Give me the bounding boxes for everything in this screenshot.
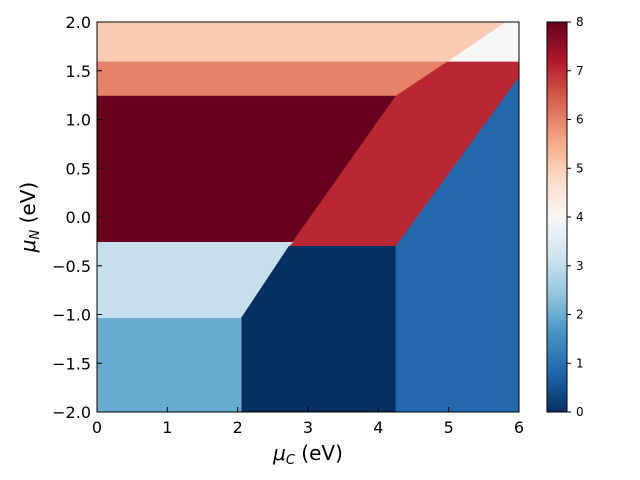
- colorbar-gradient: [547, 22, 567, 412]
- x-tick-label: 5: [444, 418, 454, 437]
- x-axis-label: μC (eV): [272, 441, 343, 468]
- y-tick-label: 0.0: [66, 208, 91, 227]
- region-value-5: [96, 21, 508, 63]
- x-tick-label: 6: [514, 418, 524, 437]
- colorbar-tick-label: 5: [576, 161, 584, 175]
- colorbar-tick-label: 6: [576, 113, 584, 127]
- colorbar-tick-label: 8: [576, 15, 584, 29]
- colorbar-tick-label: 1: [576, 356, 584, 370]
- x-tick-label: 1: [162, 418, 172, 437]
- y-tick-label: 1.0: [66, 111, 91, 130]
- heatmap-regions: [96, 21, 520, 413]
- y-tick-label: 0.5: [66, 159, 91, 178]
- colorbar-tick-label: 0: [576, 405, 584, 419]
- colorbar-tick-label: 3: [576, 259, 584, 273]
- x-tick-label: 4: [373, 418, 383, 437]
- y-tick-label: −0.5: [52, 257, 91, 276]
- region-value-6: [96, 61, 449, 97]
- colorbar-tick-label: 4: [576, 210, 584, 224]
- y-tick-label: −1.0: [52, 306, 91, 325]
- x-tick-label: 0: [92, 418, 102, 437]
- y-tick-label: −2.0: [52, 403, 91, 422]
- y-tick-label: 1.5: [66, 62, 91, 81]
- y-tick-label: 2.0: [66, 13, 91, 32]
- region-value-2: [96, 318, 242, 413]
- y-tick-label: −1.5: [52, 354, 91, 373]
- colorbar-axis: 0 1 2 3 4 5 6 7 8: [567, 15, 584, 419]
- x-axis: 0 1 2 3 4 5 6: [92, 407, 524, 437]
- colorbar-tick-label: 7: [576, 64, 584, 78]
- x-tick-label: 2: [233, 418, 243, 437]
- colorbar-tick-label: 2: [576, 308, 584, 322]
- x-tick-label: 3: [303, 418, 313, 437]
- y-axis: −2.0 −1.5 −1.0 −0.5 0.0 0.5 1.0 1.5 2.0: [52, 13, 102, 422]
- y-axis-label: μN (eV): [16, 182, 43, 253]
